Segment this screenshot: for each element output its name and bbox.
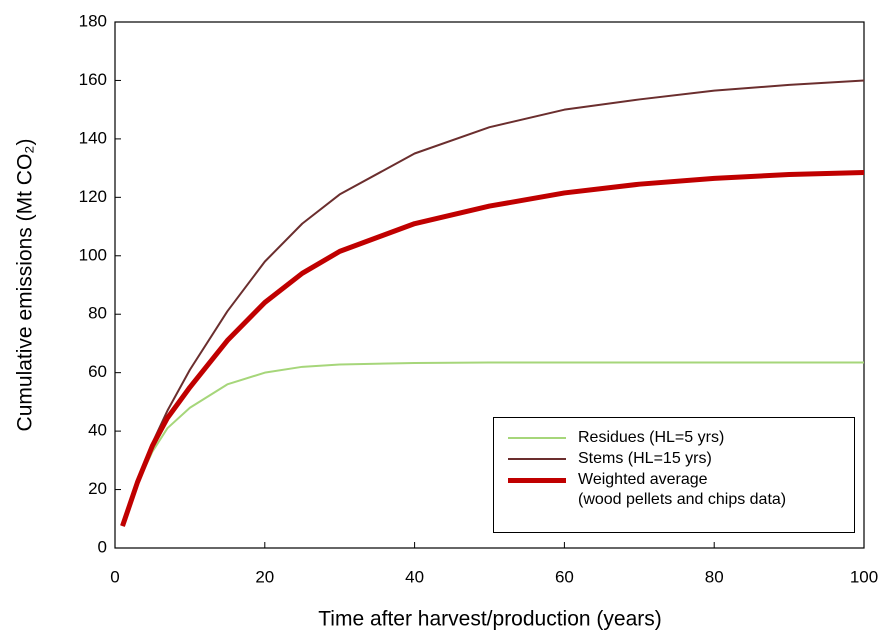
x-tick-label: 20 xyxy=(255,567,274,586)
legend-item: Weighted average (wood pellets and chips… xyxy=(508,470,786,510)
x-tick-label: 60 xyxy=(555,567,574,586)
legend: Residues (HL=5 yrs) Stems (HL=15 yrs) Weig… xyxy=(493,417,855,533)
series-line xyxy=(121,361,864,527)
legend-item: Residues (HL=5 yrs) xyxy=(508,428,724,448)
x-tick-label: 80 xyxy=(705,567,724,586)
x-tick-label: 100 xyxy=(850,567,878,586)
legend-swatch xyxy=(508,458,566,460)
legend-swatch xyxy=(508,437,566,439)
y-axis-label: Cumulative emissions (Mt CO₂) xyxy=(14,139,37,432)
legend-label: Residues (HL=5 yrs) xyxy=(578,429,725,446)
legend-label: Weighted average (wood pellets and chips… xyxy=(578,471,787,508)
y-tick-label: 0 xyxy=(98,537,107,556)
y-tick-label: 80 xyxy=(88,304,107,323)
y-tick-label: 60 xyxy=(88,362,107,381)
y-tick-label: 120 xyxy=(79,187,107,206)
y-tick-label: 160 xyxy=(79,70,107,89)
x-tick-label: 0 xyxy=(110,567,119,586)
x-tick-label: 40 xyxy=(405,567,424,586)
legend-swatch xyxy=(508,477,566,483)
plot-frame xyxy=(114,21,865,549)
y-tick-label: 180 xyxy=(79,11,107,30)
y-tick-label: 40 xyxy=(88,421,107,440)
legend-item: Stems (HL=15 yrs) xyxy=(508,449,712,469)
series-line xyxy=(120,169,865,527)
y-tick-label: 100 xyxy=(79,245,107,264)
x-axis-label: Time after harvest/production (years) xyxy=(318,608,662,631)
y-tick-label: 20 xyxy=(88,479,107,498)
y-tick-label: 140 xyxy=(79,128,107,147)
legend-label: Stems (HL=15 yrs) xyxy=(578,450,712,467)
